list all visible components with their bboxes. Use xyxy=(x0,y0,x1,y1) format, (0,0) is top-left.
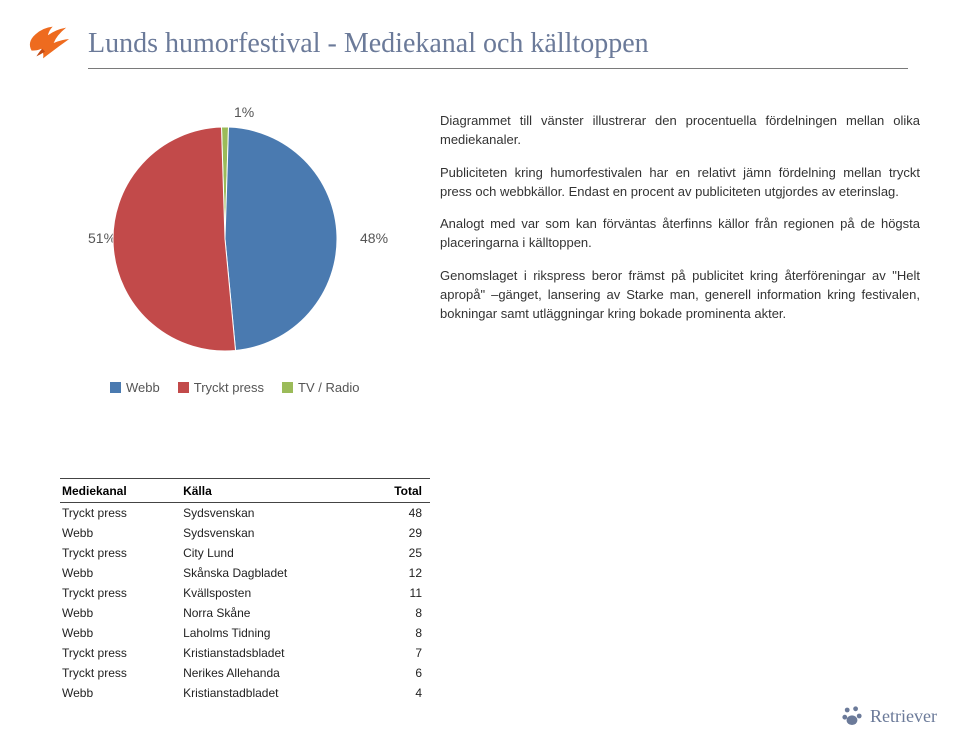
table-cell: Webb xyxy=(60,623,181,643)
paragraph: Publiciteten kring humorfestivalen har e… xyxy=(440,164,920,202)
pie-chart-area: 1% 48% 51% Webb Tryckt press TV / Radio xyxy=(60,100,400,440)
table-header-row: Mediekanal Källa Total xyxy=(60,479,430,503)
table-row: WebbKristianstadbladet4 xyxy=(60,683,430,703)
heading-underline xyxy=(88,68,908,69)
table-cell: Tryckt press xyxy=(60,583,181,603)
brand-text: Retriever xyxy=(870,706,937,727)
table-cell: 48 xyxy=(367,503,430,524)
table-cell: Kristianstadsbladet xyxy=(181,643,367,663)
table-cell: Norra Skåne xyxy=(181,603,367,623)
legend-swatch xyxy=(178,382,189,393)
table-cell: 8 xyxy=(367,623,430,643)
table-header-cell: Mediekanal xyxy=(60,479,181,503)
table-cell: Sydsvenskan xyxy=(181,503,367,524)
table-cell: Webb xyxy=(60,683,181,703)
paw-icon xyxy=(840,704,864,728)
paragraph: Diagrammet till vänster illustrerar den … xyxy=(440,112,920,150)
table-row: WebbSkånska Dagbladet12 xyxy=(60,563,430,583)
table-cell: Skånska Dagbladet xyxy=(181,563,367,583)
table-cell: 12 xyxy=(367,563,430,583)
legend-swatch xyxy=(110,382,121,393)
retriever-logo: Retriever xyxy=(840,704,937,728)
pie-chart xyxy=(110,124,340,354)
table-header-cell: Källa xyxy=(181,479,367,503)
table-cell: 6 xyxy=(367,663,430,683)
table-cell: Kristianstadbladet xyxy=(181,683,367,703)
table-cell: Tryckt press xyxy=(60,663,181,683)
table-cell: City Lund xyxy=(181,543,367,563)
page-title: Lunds humorfestival - Mediekanal och käl… xyxy=(88,28,649,60)
chart-legend: Webb Tryckt press TV / Radio xyxy=(110,380,359,395)
table-row: Tryckt pressNerikes Allehanda6 xyxy=(60,663,430,683)
table-row: Tryckt pressKvällsposten11 xyxy=(60,583,430,603)
table-cell: Webb xyxy=(60,523,181,543)
legend-label: Tryckt press xyxy=(194,380,264,395)
table-header-cell: Total xyxy=(367,479,430,503)
table-cell: Sydsvenskan xyxy=(181,523,367,543)
source-table: Mediekanal Källa Total Tryckt pressSydsv… xyxy=(60,478,430,703)
table-cell: 7 xyxy=(367,643,430,663)
table-cell: Tryckt press xyxy=(60,543,181,563)
bird-logo xyxy=(22,18,70,66)
table-cell: Nerikes Allehanda xyxy=(181,663,367,683)
table-cell: Tryckt press xyxy=(60,643,181,663)
table-cell: Webb xyxy=(60,563,181,583)
table-cell: Tryckt press xyxy=(60,503,181,524)
table-row: WebbNorra Skåne8 xyxy=(60,603,430,623)
legend-label: Webb xyxy=(126,380,160,395)
table-row: Tryckt pressSydsvenskan48 xyxy=(60,503,430,524)
table-row: WebbLaholms Tidning8 xyxy=(60,623,430,643)
table-cell: 8 xyxy=(367,603,430,623)
pie-slice xyxy=(225,127,337,350)
pie-pct-label-webb: 48% xyxy=(360,230,388,246)
legend-item: TV / Radio xyxy=(282,380,359,395)
table-row: Tryckt pressCity Lund25 xyxy=(60,543,430,563)
legend-swatch xyxy=(282,382,293,393)
paragraph: Analogt med var som kan förväntas återfi… xyxy=(440,215,920,253)
pie-pct-label-tvradio: 1% xyxy=(234,104,254,120)
legend-item: Webb xyxy=(110,380,160,395)
table-cell: 29 xyxy=(367,523,430,543)
body-text: Diagrammet till vänster illustrerar den … xyxy=(440,112,920,338)
table-cell: Webb xyxy=(60,603,181,623)
table-cell: Kvällsposten xyxy=(181,583,367,603)
table-cell: 11 xyxy=(367,583,430,603)
table-row: WebbSydsvenskan29 xyxy=(60,523,430,543)
table-cell: Laholms Tidning xyxy=(181,623,367,643)
paragraph: Genomslaget i rikspress beror främst på … xyxy=(440,267,920,324)
legend-item: Tryckt press xyxy=(178,380,264,395)
table-cell: 25 xyxy=(367,543,430,563)
legend-label: TV / Radio xyxy=(298,380,359,395)
table-row: Tryckt pressKristianstadsbladet7 xyxy=(60,643,430,663)
pie-slice xyxy=(113,127,236,351)
table-cell: 4 xyxy=(367,683,430,703)
